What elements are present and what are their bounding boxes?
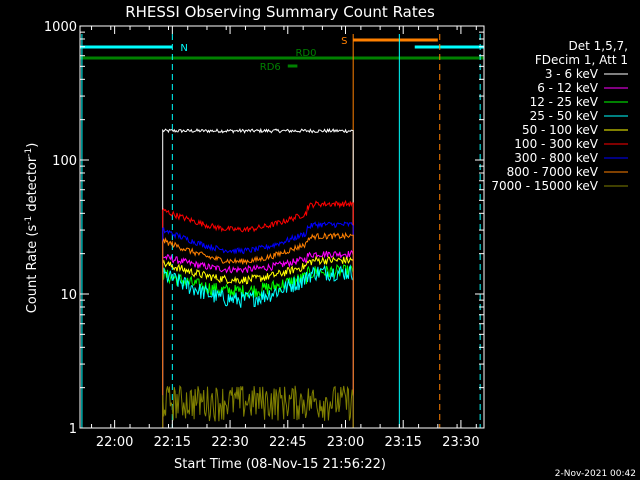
legend-entry-label-6: 300 - 800 keV	[514, 151, 598, 165]
axes-layer: 1 10 100 1000 22:00 22:15 22:30 22:45 23:00 23:15…	[44, 20, 485, 450]
flag-label-rd6: RD6	[260, 62, 281, 73]
x-tick-label-6: 23:30	[442, 435, 479, 450]
y-tick-label-3: 1000	[44, 20, 77, 35]
y-axis-label-sup1: -1	[24, 216, 34, 225]
x-tick-label-5: 23:15	[384, 435, 421, 450]
y-axis-label-end: )	[25, 143, 40, 148]
series-line-3	[162, 264, 354, 428]
legend-entry-label-1: 6 - 12 keV	[537, 81, 599, 95]
x-axis-label: Start Time (08-Nov-15 21:56:22)	[174, 457, 386, 472]
y-tick-label-2: 100	[52, 154, 77, 169]
x-tick-label-1: 22:15	[154, 435, 191, 450]
y-axis-label: Count Rate (s-1 detector-1)	[24, 143, 40, 314]
footer-timestamp: 2-Nov-2021 00:42	[555, 469, 636, 479]
flag-layer: N S RD0 RD6	[80, 36, 484, 73]
x-tick-label-2: 22:30	[211, 435, 248, 450]
flag-label-s: S	[341, 36, 347, 47]
x-tick-label-3: 22:45	[269, 435, 306, 450]
chart-title: RHESSI Observing Summary Count Rates	[125, 3, 435, 21]
series-line-4	[162, 255, 354, 428]
series-layer	[162, 127, 354, 428]
legend-entry-label-3: 25 - 50 keV	[530, 109, 599, 123]
x-tick-label-4: 23:00	[327, 435, 364, 450]
y-tick-label-0: 1	[69, 422, 77, 437]
y-axis-label-main: Count Rate (s	[25, 225, 40, 314]
legend-entry-label-2: 12 - 25 keV	[530, 95, 599, 109]
legend-entry-label-8: 7000 - 15000 keV	[491, 179, 598, 193]
flag-label-n: N	[180, 43, 187, 54]
series-line-7	[162, 231, 354, 428]
series-line-6	[162, 221, 354, 428]
legend-entry-label-5: 100 - 300 keV	[514, 137, 598, 151]
series-line-1	[162, 249, 354, 428]
x-tick-label-0: 22:00	[96, 435, 133, 450]
flag-label-rd0: RD0	[295, 48, 316, 59]
y-axis-label-mid: detector	[25, 156, 40, 216]
legend-entry-label-4: 50 - 100 keV	[522, 123, 599, 137]
legend-title-2: FDecim 1, Att 1	[535, 53, 628, 67]
series-line-0	[162, 127, 354, 428]
y-axis-label-sup2: -1	[24, 148, 34, 157]
series-line-2	[162, 263, 354, 428]
legend-entry-label-7: 800 - 7000 keV	[507, 165, 599, 179]
legend-entry-label-0: 3 - 6 keV	[545, 67, 599, 81]
y-tick-label-1: 10	[60, 288, 77, 303]
legend-title-1: Det 1,5,7,	[569, 39, 629, 53]
plot-frame	[79, 25, 485, 429]
series-line-5	[162, 199, 354, 428]
series-line-8	[162, 385, 354, 428]
